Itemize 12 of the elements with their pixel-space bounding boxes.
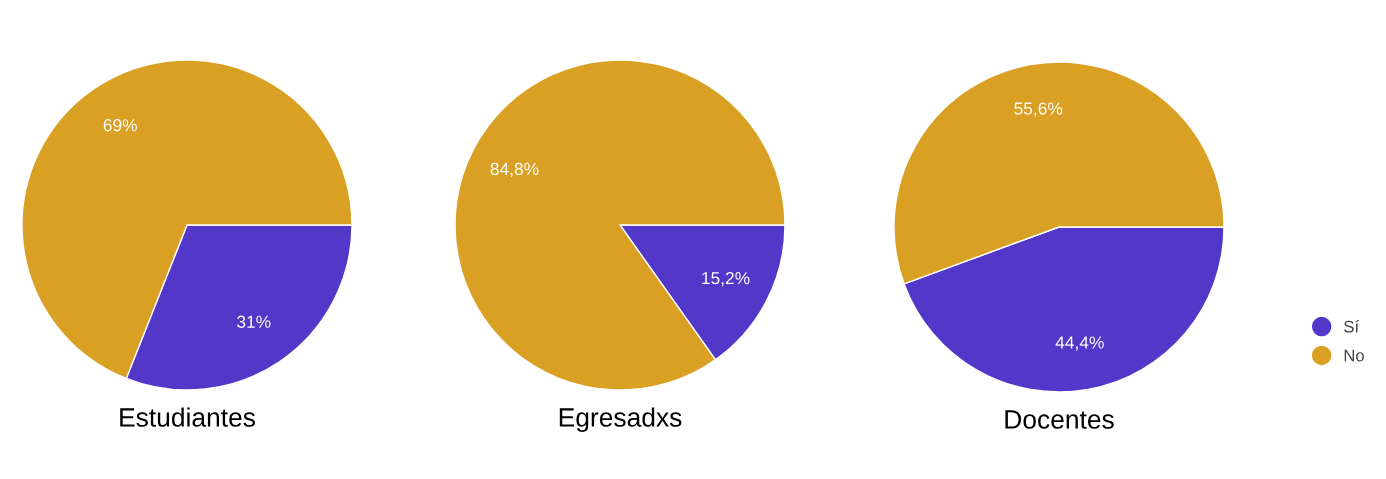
data-label: 44,4% bbox=[1055, 336, 1104, 351]
data-label: 15,2% bbox=[702, 271, 750, 287]
data-label: 31% bbox=[237, 315, 271, 328]
legend-label: No bbox=[1344, 349, 1364, 362]
data-label: 84,8% bbox=[490, 162, 539, 178]
text: Estudiantes bbox=[120, 407, 255, 427]
data-label: 69% bbox=[103, 119, 137, 132]
text: Docentes bbox=[1005, 410, 1114, 429]
text: Egresadxs bbox=[559, 407, 682, 432]
legend-label: Sí bbox=[1344, 320, 1360, 333]
pie-slice bbox=[454, 59, 786, 391]
data-label: 55,6% bbox=[1014, 102, 1063, 117]
